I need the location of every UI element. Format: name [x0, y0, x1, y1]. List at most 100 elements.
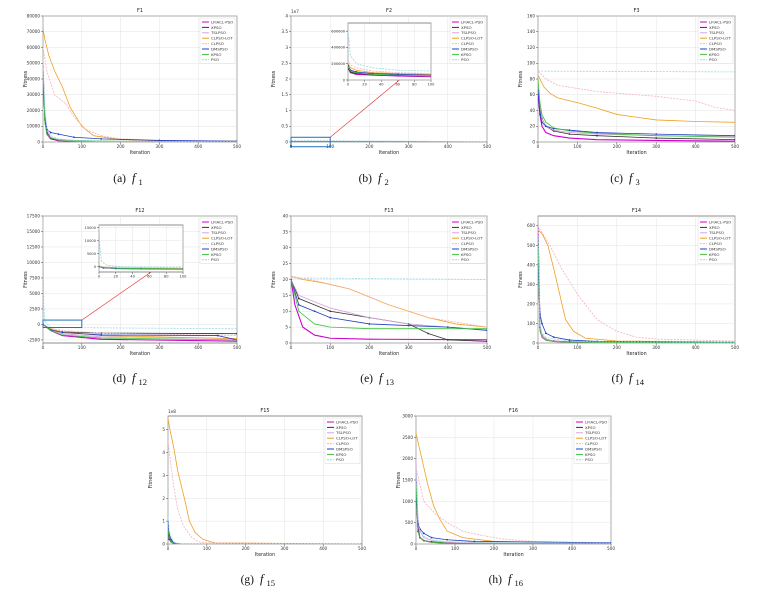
y-tick-label: 25: [283, 261, 289, 266]
y-tick-label: 60: [530, 92, 536, 97]
x-axis-label: Iteration: [130, 150, 150, 156]
series-marker-dmspso: [61, 331, 64, 334]
legend-label: CLPSO-LOT: [211, 236, 233, 241]
y-tick-label: 30: [283, 245, 289, 250]
legend-box: [324, 417, 361, 464]
series-line-clpso: [538, 225, 735, 342]
legend-label: LFIACL-PSO: [709, 19, 731, 24]
series-line-tslpso: [416, 458, 611, 544]
legend-label: LFIACL-PSO: [461, 19, 483, 24]
series-marker-xpso: [486, 340, 487, 343]
x-axis-label: Iteration: [130, 351, 150, 357]
caption-label: (c): [610, 173, 623, 185]
x-tick-label: 0: [290, 345, 293, 350]
x-tick-label: 300: [155, 144, 163, 149]
x-tick-label: 300: [529, 546, 537, 551]
chart-panel-f2: 0 100 200 300 400 50000.511.522.533.54F2Itera…: [271, 8, 491, 156]
caption-subscript: 16: [515, 578, 524, 588]
y-tick-label: 200: [527, 301, 535, 306]
y-axis-label: Fitness: [148, 471, 154, 488]
legend-label: LFIACL-PSO: [211, 19, 233, 24]
series-marker-dmspso: [73, 136, 75, 139]
series-line-clpso: [168, 441, 362, 544]
caption-label: (h): [489, 574, 503, 586]
series-line-clpso: [43, 324, 237, 336]
x-tick-label: 500: [731, 144, 739, 149]
chart-panel-f3: 0 100 200 300 400 500 0 20 40 60 80 100 120 140 160 F3 I…: [518, 8, 739, 156]
y-tick-label: 5000: [87, 252, 97, 256]
caption-subscript: 14: [636, 377, 645, 387]
series-line-kpso: [416, 484, 611, 544]
series-marker-dmspso: [430, 536, 433, 539]
y-tick-label: 17500: [27, 213, 41, 218]
inset-axes: 0 20 40 60 80 100 0 5000 10000 15000: [85, 224, 187, 279]
legend-label: PSO: [585, 457, 593, 462]
series-marker-dmspso: [422, 532, 425, 535]
caption-function: f: [378, 171, 383, 185]
x-tick-label: 100: [573, 144, 581, 149]
x-tick-label: 200: [117, 144, 125, 149]
legend-label: DMSPSO: [336, 446, 353, 451]
series-line-kpso: [291, 279, 487, 330]
legend-label: CLPSO: [211, 41, 224, 46]
legend-label: DMSPSO: [709, 246, 726, 251]
series-line-kpso: [99, 266, 183, 270]
series-marker-xpso: [427, 332, 430, 335]
caption-subscript: 2: [385, 177, 389, 187]
series-line-dmspso: [168, 521, 362, 544]
y-tick-label: 15000: [85, 226, 97, 230]
series-line-clpso-lot: [416, 432, 611, 544]
x-tick-label: 500: [731, 345, 739, 350]
y-tick-label: 5: [285, 325, 288, 330]
x-tick-label: 300: [405, 345, 413, 350]
legend-label: DMSPSO: [709, 46, 726, 51]
series-marker-dmspso: [610, 541, 611, 544]
x-tick-label: 100: [428, 83, 436, 87]
legend-label: XPSO: [461, 25, 472, 30]
legend-label: CLPSO-LOT: [709, 236, 731, 241]
legend-label: LFIACL-PSO: [211, 219, 233, 224]
inset-axes: 0 20 40 60 80 100 0 200000 400000 600000: [331, 22, 436, 87]
legend-label: LFIACL-PSO: [709, 219, 731, 224]
y-tick-label: 0: [410, 541, 413, 546]
chart-panel-f1: 0 100 200 300 400 500 0 10000 20000 30000 40000 500…: [23, 8, 241, 156]
chart-panel-f14: 0 100 200 300 400 500 0 100 200 300 400 500 600 F14 It…: [518, 208, 739, 357]
series-marker-xpso: [655, 137, 658, 139]
series-line-clpso-lot: [348, 63, 431, 75]
y-tick-label: 5: [162, 427, 165, 432]
x-tick-label: 400: [444, 144, 452, 149]
x-tick-label: 300: [652, 345, 660, 350]
series-line-kpso: [538, 235, 735, 343]
x-tick-label: 100: [326, 345, 334, 350]
series-line-lfiacl-pso: [291, 279, 487, 341]
series-marker-dmspso: [407, 324, 410, 327]
series-marker-dmspso: [544, 125, 547, 128]
x-tick-label: 40: [130, 275, 135, 279]
legend-label: KPSO: [211, 252, 221, 257]
caption-function: f: [629, 371, 634, 385]
series-marker-dmspso: [329, 316, 332, 319]
y-tick-label: 40000: [27, 76, 41, 81]
x-tick-label: 200: [613, 144, 621, 149]
zoom-highlight-box: [42, 319, 83, 329]
series-line-clpso: [538, 70, 735, 111]
series-line-clpso: [291, 275, 487, 328]
x-axis-label: Iteration: [626, 351, 646, 357]
x-tick-label: 400: [194, 144, 202, 149]
series-marker-xpso: [236, 332, 237, 335]
legend-label: TSLPSO: [460, 230, 476, 235]
x-tick-label: 100: [203, 546, 211, 551]
y-axis-label: Fitness: [271, 70, 277, 87]
y-exponent-label: 1e8: [168, 409, 176, 414]
chart-title: F16: [509, 408, 518, 414]
y-axis-label: Fitness: [23, 271, 29, 288]
series-line-kpso: [348, 65, 431, 76]
x-axis-label: Iteration: [503, 552, 523, 558]
x-axis-label: Iteration: [626, 150, 646, 156]
series-marker-dmspso: [57, 133, 60, 136]
y-tick-label: 20000: [27, 108, 41, 113]
legend-label: CLPSO: [585, 441, 598, 446]
legend-label: PSO: [461, 257, 469, 262]
y-tick-label: 7500: [29, 275, 40, 280]
x-tick-label: 300: [155, 345, 163, 350]
